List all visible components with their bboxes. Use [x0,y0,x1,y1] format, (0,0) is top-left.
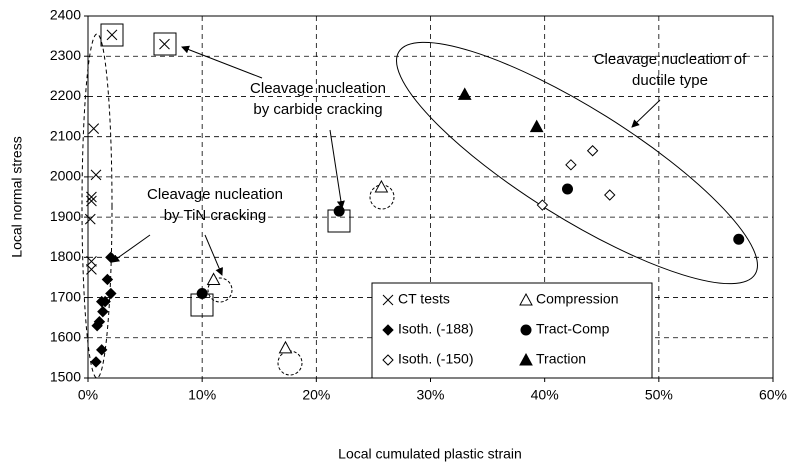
marker-x [86,264,97,275]
marker-triangle [519,352,533,366]
marker-diamond [604,189,616,201]
x-tick-label: 0% [78,387,98,403]
marker-diamond [105,287,117,300]
marker-triangle [519,292,533,306]
marker-triangle [206,272,221,285]
marker-circle [196,288,208,300]
legend-label: Isoth. (-150) [398,351,473,367]
marker-diamond [101,273,114,286]
marker-circle [733,233,745,245]
x-tick-label: 30% [416,387,444,403]
highlight-box [153,32,177,56]
marker-circle [333,205,345,217]
y-tick-label: 1900 [50,208,81,224]
marker-diamond [565,159,577,171]
marker-x [159,38,170,50]
y-tick-label: 1600 [50,328,81,344]
marker-triangle [529,119,544,133]
marker-diamond [586,145,599,157]
marker-diamond [90,356,102,368]
annotation: by TiN cracking [164,207,267,224]
arrow [204,234,223,276]
y-tick-label: 2000 [50,168,81,184]
annotation: by carbide cracking [253,101,382,118]
annotation: Cleavage nucleation of [594,51,747,68]
y-tick-label: 2200 [50,87,81,103]
y-axis-label: Local normal stress [9,136,25,257]
x-axis-label: Local cumulated plastic strain [338,446,522,462]
marker-triangle [374,179,389,193]
marker-x [84,213,96,225]
legend-label: Traction [536,351,586,367]
annotation: Cleavage nucleation [250,80,386,97]
highlight-box [100,23,124,47]
marker-x [86,256,97,267]
marker-diamond [95,295,108,308]
x-tick-label: 60% [759,387,787,403]
arrow [111,234,151,263]
y-tick-label: 1800 [50,248,81,264]
highlight-circle [207,277,233,303]
legend-label: Isoth. (-188) [398,321,473,337]
arrow [631,99,661,128]
marker-diamond [536,199,549,211]
legend-label: Tract-Comp [536,321,610,337]
x-tick-label: 50% [645,387,673,403]
marker-diamond [97,305,109,318]
y-tick-label: 2300 [50,47,81,63]
annotation: Cleavage nucleation [147,186,283,203]
arrow [181,45,263,79]
highlight-circle [277,350,303,376]
marker-diamond [382,354,394,366]
marker-circle [562,183,573,195]
marker-diamond [105,251,117,264]
marker-x [90,169,102,181]
tin-ellipse [81,33,113,379]
marker-circle [520,324,532,336]
marker-diamond [95,344,108,356]
marker-x [88,123,100,134]
x-tick-label: 10% [188,387,216,403]
y-tick-label: 1700 [50,288,81,304]
x-tick-label: 40% [531,387,559,403]
marker-diamond [91,320,103,332]
legend-label: CT tests [398,291,450,307]
arrow [329,129,345,209]
marker-diamond [382,324,394,336]
x-tick-label: 20% [302,387,330,403]
marker-triangle [278,340,293,354]
legend-label: Compression [536,291,618,307]
y-tick-label: 2400 [50,7,81,23]
marker-x [86,191,97,203]
y-tick-label: 2100 [50,127,81,143]
marker-triangle [457,87,472,100]
y-tick-label: 1500 [50,369,81,385]
annotation: ductile type [632,72,708,89]
marker-x [106,29,118,41]
legend [371,282,653,379]
marker-x [86,195,97,207]
ductile-ellipse [396,41,758,285]
marker-x [382,294,394,306]
